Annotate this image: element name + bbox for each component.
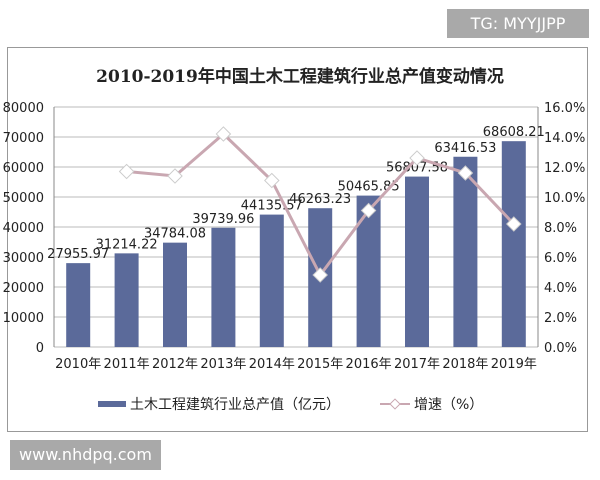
growth-marker [312, 267, 328, 283]
y2-tick-label: 16.0% [544, 101, 585, 116]
growth-marker [167, 168, 183, 184]
x-tick-label: 2017年 [394, 357, 440, 372]
bar [405, 176, 429, 347]
bar-data-label: 63416.53 [434, 141, 496, 156]
bar-data-label: 50465.85 [338, 180, 400, 195]
chart-frame [7, 47, 588, 432]
growth-marker [264, 172, 280, 189]
y2-tick-label: 8.0% [544, 221, 577, 236]
growth-marker [457, 165, 474, 181]
x-tick-label: 2011年 [104, 357, 150, 372]
bar [163, 242, 187, 347]
y2-tick-label: 12.0% [544, 161, 585, 176]
bar-data-label: 27955.97 [47, 247, 109, 262]
y-tick-label: 20000 [3, 281, 44, 296]
x-tick-label: 2016年 [346, 357, 392, 372]
x-tick-label: 2010年 [55, 357, 101, 372]
y-tick-label: 50000 [3, 191, 44, 206]
y-tick-label: 0 [36, 341, 44, 356]
growth-marker [360, 202, 377, 219]
x-tick-label: 2012年 [152, 357, 198, 372]
y2-tick-label: 0.0% [544, 341, 577, 356]
y2-tick-label: 10.0% [544, 191, 585, 206]
bar-data-label: 46263.23 [289, 192, 351, 207]
y-tick-label: 60000 [3, 161, 44, 176]
legend-line-label: 增速（%） [414, 397, 484, 413]
growth-marker [506, 216, 522, 232]
growth-marker [118, 163, 135, 180]
y-tick-label: 70000 [3, 131, 44, 146]
growth-marker [215, 126, 232, 142]
y2-tick-label: 14.0% [544, 131, 585, 146]
growth-marker [409, 150, 425, 166]
watermark-top: TG: MYYJJPP [447, 9, 589, 38]
watermark-bottom: www.nhdpq.com [10, 440, 161, 470]
bar [114, 253, 139, 347]
bar [453, 156, 478, 347]
bar-data-label: 68608.21 [483, 125, 545, 140]
chart-title: 2010-2019年中国土木工程建筑行业总产值变动情况 [96, 67, 504, 87]
x-tick-label: 2013年 [200, 357, 246, 372]
x-tick-label: 2019年 [491, 357, 537, 372]
y-tick-label: 80000 [3, 101, 44, 116]
bar-data-label: 31214.22 [96, 237, 158, 252]
bar [501, 141, 526, 347]
bar [259, 214, 284, 347]
y2-tick-label: 4.0% [544, 281, 577, 296]
x-tick-label: 2014年 [249, 357, 295, 372]
y-tick-label: 10000 [3, 311, 44, 326]
legend-bar-swatch [98, 401, 126, 407]
legend-line-swatch [380, 399, 410, 409]
y2-tick-label: 2.0% [544, 311, 577, 326]
x-tick-label: 2018年 [442, 357, 488, 372]
bar-data-label: 39739.96 [192, 212, 254, 227]
legend-bar-label: 土木工程建筑行业总产值（亿元） [130, 397, 340, 413]
legend: 土木工程建筑行业总产值（亿元） 增速（%） [98, 394, 483, 414]
bar [356, 195, 381, 347]
bar [211, 227, 236, 347]
bar-data-label: 34784.08 [144, 227, 206, 242]
bar [66, 263, 91, 347]
y2-tick-label: 6.0% [544, 251, 577, 266]
x-tick-label: 2015年 [297, 357, 343, 372]
y-tick-label: 30000 [3, 251, 44, 266]
y-tick-label: 40000 [3, 221, 44, 236]
